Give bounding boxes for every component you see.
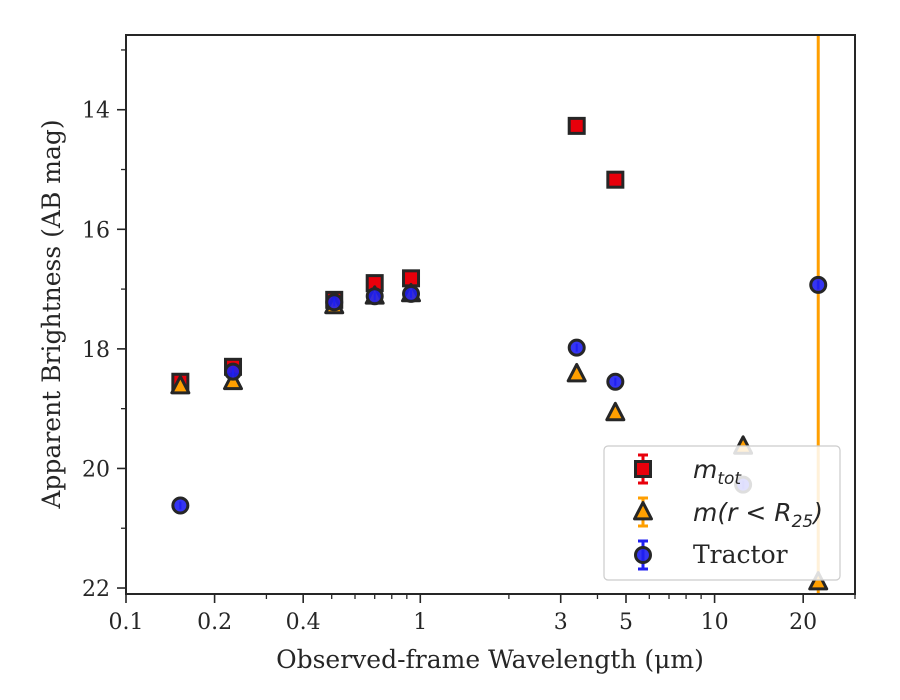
x-tick-label: 0.2 [197, 610, 232, 635]
legend-entry-tractor: Tractor [693, 540, 788, 569]
y-tick-label: 20 [82, 457, 110, 482]
x-axis-ticks: 0.1 0.2 0.4 1 3 5 10 20 [109, 594, 856, 635]
y-tick-label: 18 [82, 338, 110, 363]
legend-marker-circle [634, 546, 652, 564]
legend-entry-m-r25: m(r < R25) [693, 498, 823, 532]
x-axis-label: Observed-frame Wavelength (μm) [276, 645, 704, 674]
x-tick-label: 3 [554, 610, 568, 635]
legend-entry-mtot: mtot [693, 455, 742, 489]
legend-marker-triangle [633, 501, 653, 521]
data-points-layer [170, 116, 829, 591]
y-tick-label: 14 [82, 99, 110, 124]
x-tick-label: 0.4 [286, 610, 321, 635]
y-tick-label: 22 [82, 577, 110, 602]
y-tick-label: 16 [82, 218, 110, 243]
x-tick-label: 10 [701, 610, 729, 635]
x-tick-label: 0.1 [109, 610, 144, 635]
x-tick-label: 1 [413, 610, 427, 635]
y-axis-label: Apparent Brightness (AB mag) [37, 119, 66, 509]
y-axis-ticks: 14 16 18 20 22 [82, 49, 126, 602]
legend-marker-square [634, 460, 652, 478]
x-tick-label: 20 [789, 610, 817, 635]
plot-frame [125, 34, 856, 595]
x-tick-label: 5 [619, 610, 633, 635]
legend-markers [633, 453, 653, 571]
legend: mtot m(r < R25) Tractor [603, 445, 841, 581]
legend-box [603, 445, 841, 581]
